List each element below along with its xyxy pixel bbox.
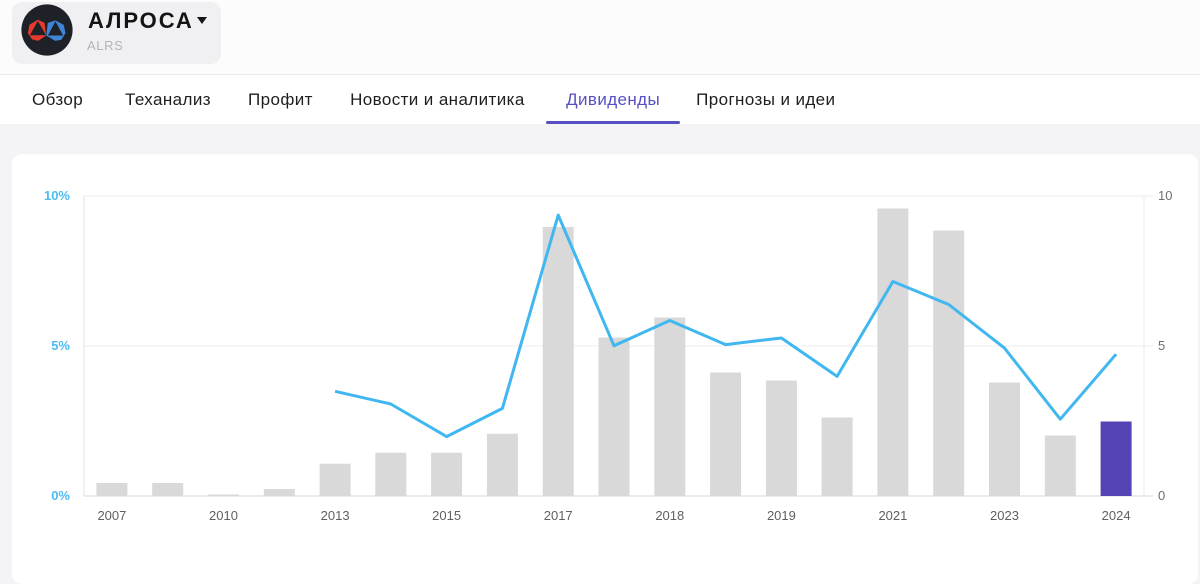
svg-text:10: 10 xyxy=(1158,188,1172,203)
svg-text:2017: 2017 xyxy=(544,508,573,523)
svg-text:2013: 2013 xyxy=(321,508,350,523)
svg-text:2024: 2024 xyxy=(1102,508,1131,523)
svg-text:2010: 2010 xyxy=(209,508,238,523)
svg-text:2019: 2019 xyxy=(767,508,796,523)
svg-text:2023: 2023 xyxy=(990,508,1019,523)
svg-text:5%: 5% xyxy=(51,338,70,353)
svg-text:2021: 2021 xyxy=(878,508,907,523)
svg-text:5: 5 xyxy=(1158,338,1165,353)
svg-text:10%: 10% xyxy=(44,188,70,203)
svg-text:2007: 2007 xyxy=(97,508,126,523)
svg-text:0%: 0% xyxy=(51,488,70,503)
svg-text:2015: 2015 xyxy=(432,508,461,523)
svg-text:2018: 2018 xyxy=(655,508,684,523)
svg-text:0: 0 xyxy=(1158,488,1165,503)
